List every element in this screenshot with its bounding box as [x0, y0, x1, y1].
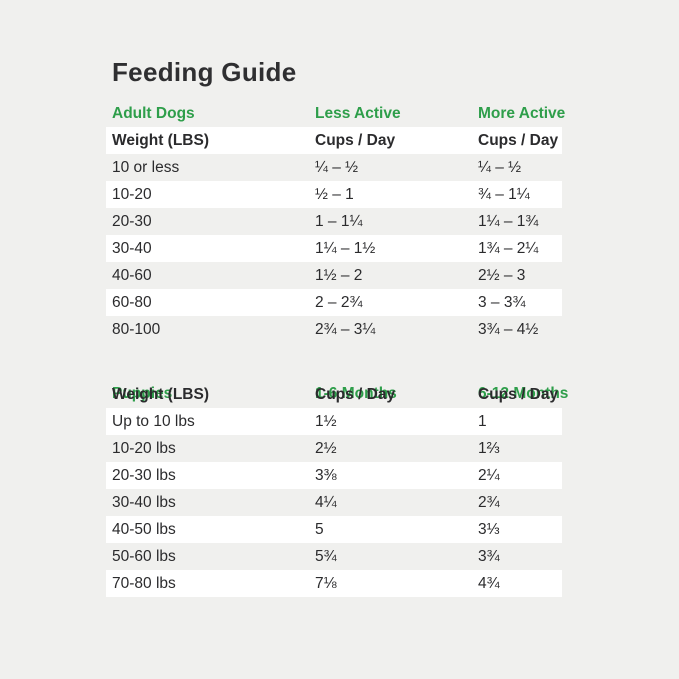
more-active-cell: ¾ – 1¼: [478, 186, 530, 203]
months-1-6-cell: 5: [315, 521, 324, 538]
less-active-cell: ½ – 1: [315, 186, 354, 203]
months-1-6-cell: 4¼: [315, 494, 337, 511]
weight-cell: 50-60 lbs: [112, 548, 176, 565]
adult-feeding-table: Weight (LBS) Cups / Day Cups / Day 10 or…: [106, 127, 562, 343]
column-header-weight: Weight (LBS): [112, 132, 210, 149]
table-row: 40-50 lbs 5 3⅓: [106, 516, 562, 543]
puppies-6-12-months-label: 6-12 Months: [478, 385, 569, 402]
page-title: Feeding Guide: [112, 57, 297, 87]
months-6-12-cell: 1: [478, 413, 487, 430]
weight-cell: 70-80 lbs: [112, 575, 176, 592]
adult-section-header: Adult Dogs Less Active More Active: [106, 100, 566, 127]
puppies-1-6-months-label: 1-6 Months: [315, 385, 397, 402]
puppies-section-header: Puppies 1-6 Months 6-12 Months: [106, 380, 568, 407]
less-active-cell: 1½ – 2: [315, 267, 363, 284]
less-active-cell: 2 – 2¾: [315, 294, 363, 311]
column-header-cups-less-active: Cups / Day: [315, 132, 396, 149]
more-active-cell: 1¾ – 2¼: [478, 240, 539, 257]
table-row: 30-40 1¼ – 1½ 1¾ – 2¼: [106, 235, 562, 262]
column-header-cups-more-active: Cups / Day: [478, 132, 559, 149]
table-row: 50-60 lbs 5¾ 3¾: [106, 543, 562, 570]
months-1-6-cell: 7⅛: [315, 575, 337, 592]
months-1-6-cell: 2½: [315, 440, 337, 457]
weight-cell: 20-30: [112, 213, 152, 230]
weight-cell: 10 or less: [112, 159, 180, 176]
table-row: 40-60 1½ – 2 2½ – 3: [106, 262, 562, 289]
more-active-cell: ¼ – ½: [478, 159, 522, 176]
table-row: 30-40 lbs 4¼ 2¾: [106, 489, 562, 516]
column-header-weight: Weight (LBS): [112, 386, 210, 403]
months-1-6-cell: 3⅜: [315, 467, 337, 484]
less-active-cell: 2¾ – 3¼: [315, 321, 376, 338]
adult-section-label: Adult Dogs: [112, 105, 195, 122]
months-6-12-cell: 2¼: [478, 467, 500, 484]
weight-cell: 40-50 lbs: [112, 521, 176, 538]
table-row: 10-20 lbs 2½ 1⅔: [106, 435, 562, 462]
months-1-6-cell: 5¾: [315, 548, 337, 565]
adult-more-active-label: More Active: [478, 105, 566, 122]
table-row: 20-30 1 – 1¼ 1¼ – 1¾: [106, 208, 562, 235]
adult-less-active-label: Less Active: [315, 105, 401, 122]
weight-cell: 60-80: [112, 294, 152, 311]
less-active-cell: ¼ – ½: [315, 159, 359, 176]
months-1-6-cell: 1½: [315, 413, 337, 430]
table-row: 20-30 lbs 3⅜ 2¼: [106, 462, 562, 489]
weight-cell: 30-40: [112, 240, 152, 257]
more-active-cell: 3¾ – 4½: [478, 321, 539, 338]
weight-cell: 20-30 lbs: [112, 467, 176, 484]
column-header-cups-6-12: Cups / Day: [478, 386, 559, 403]
less-active-cell: 1¼ – 1½: [315, 240, 376, 257]
table-row: 60-80 2 – 2¾ 3 – 3¾: [106, 289, 562, 316]
adult-table-header-row: Weight (LBS) Cups / Day Cups / Day: [106, 127, 562, 154]
puppies-section-label: Puppies: [112, 385, 173, 402]
weight-cell: 80-100: [112, 321, 161, 338]
column-header-cups-1-6: Cups / Day: [315, 386, 396, 403]
table-row: Up to 10 lbs 1½ 1: [106, 408, 562, 435]
weight-cell: 10-20: [112, 186, 152, 203]
weight-cell: 10-20 lbs: [112, 440, 176, 457]
puppy-feeding-table: Weight (LBS) Cups / Day Cups / Day Up to…: [106, 381, 562, 597]
more-active-cell: 2½ – 3: [478, 267, 526, 284]
more-active-cell: 3 – 3¾: [478, 294, 526, 311]
table-row: 80-100 2¾ – 3¼ 3¾ – 4½: [106, 316, 562, 343]
more-active-cell: 1¼ – 1¾: [478, 213, 539, 230]
months-6-12-cell: 2¾: [478, 494, 500, 511]
weight-cell: 30-40 lbs: [112, 494, 176, 511]
less-active-cell: 1 – 1¼: [315, 213, 363, 230]
table-row: 10-20 ½ – 1 ¾ – 1¼: [106, 181, 562, 208]
months-6-12-cell: 1⅔: [478, 440, 500, 457]
puppy-table-header-row: Weight (LBS) Cups / Day Cups / Day: [106, 381, 562, 408]
table-row: 70-80 lbs 7⅛ 4¾: [106, 570, 562, 597]
table-row: 10 or less ¼ – ½ ¼ – ½: [106, 154, 562, 181]
months-6-12-cell: 3⅓: [478, 521, 500, 538]
months-6-12-cell: 3¾: [478, 548, 500, 565]
months-6-12-cell: 4¾: [478, 575, 500, 592]
weight-cell: 40-60: [112, 267, 152, 284]
weight-cell: Up to 10 lbs: [112, 413, 195, 430]
